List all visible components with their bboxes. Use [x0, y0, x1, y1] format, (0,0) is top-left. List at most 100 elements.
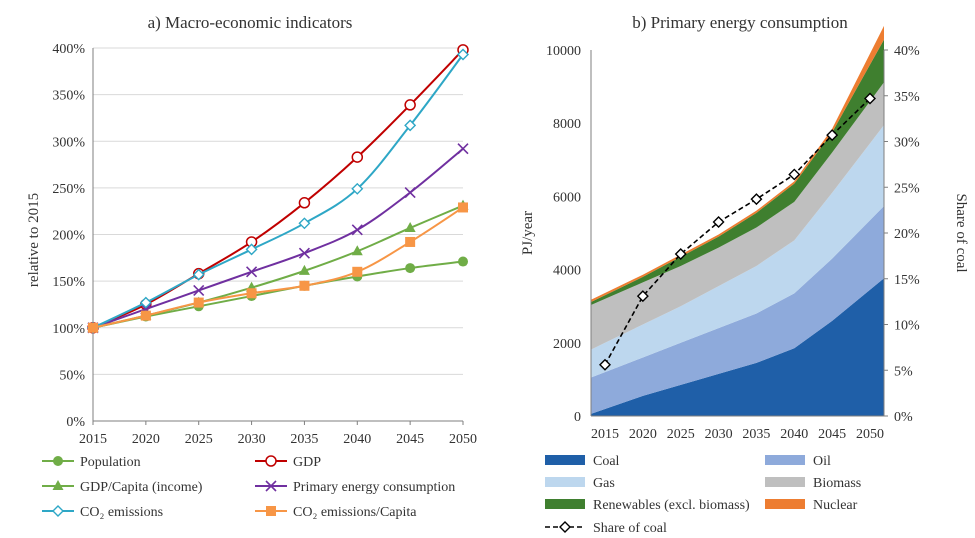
data-point [139, 296, 152, 309]
legend-item: GDP/Capita (income) [42, 480, 203, 495]
x-tick-label: 2030 [238, 432, 266, 447]
x-tick-label: 2040 [343, 432, 371, 447]
data-point [351, 182, 364, 195]
data-point [352, 266, 363, 277]
y-tick-label: 150% [52, 275, 85, 290]
x-tick-label: 2045 [818, 427, 846, 442]
legend-item: GDP [255, 455, 321, 470]
legend-label: Oil [813, 454, 831, 469]
data-point [192, 268, 205, 281]
legend-label: Share of coal [593, 521, 667, 536]
legend-label: CO₂ emissions/Capita [293, 505, 417, 520]
grid [93, 47, 463, 375]
x-tick-label: 2015 [79, 432, 107, 447]
series-co-emissions-capita [88, 202, 468, 333]
legend-item: Share of coal [545, 521, 667, 536]
data-point [826, 129, 839, 142]
data-point [193, 284, 205, 297]
y2-axis-label: Share of coal [953, 193, 969, 272]
y-axis-label: relative to 2015 [26, 193, 42, 287]
data-point [298, 217, 311, 230]
legend-label: GDP [293, 455, 321, 470]
series-line [92, 53, 464, 329]
data-point [457, 143, 469, 155]
axes: 0 2000 4000 6000 8000 10000 0% 5% 10% 15% 20% 25% 30… [546, 44, 920, 442]
x-tick-label: 2025 [185, 432, 213, 447]
legend-marker [52, 480, 64, 490]
y-tick-label: 0% [66, 415, 85, 430]
x-tick-label: 2025 [667, 427, 695, 442]
legend-swatch [545, 455, 585, 465]
data-point [750, 193, 763, 206]
x-tick-label: 2020 [629, 427, 657, 442]
legend-item: Primary energy consumption [255, 480, 455, 495]
x-tick-label: 2050 [449, 432, 477, 447]
area-biomass [591, 82, 884, 350]
area-oil [591, 205, 884, 414]
legend-item: CO₂ emissions [42, 505, 163, 520]
legend-label: Gas [593, 476, 615, 491]
legend: Coal Oil Gas Biomass Renewables (excl. bioma… [545, 454, 861, 536]
y-tick-label: 250% [52, 182, 85, 197]
series-primary-energy-consumption [87, 143, 469, 334]
legend-marker [53, 456, 63, 466]
y2-tick-label: 5% [894, 364, 913, 379]
data-point [405, 263, 416, 274]
y2-tick-label: 0% [894, 410, 913, 425]
x-tick-label: 2030 [705, 427, 733, 442]
series-population [88, 256, 468, 333]
data-point [404, 99, 416, 111]
legend-item: Biomass [765, 476, 861, 491]
data-point [298, 197, 311, 209]
data-point [404, 119, 417, 132]
y2-tick-label: 25% [894, 181, 920, 196]
data-point [351, 245, 363, 256]
y-tick-label: 50% [59, 368, 85, 383]
legend-marker [559, 521, 571, 533]
data-point [299, 280, 310, 291]
y-tick-label: 350% [52, 89, 85, 104]
data-point [599, 358, 611, 371]
y-tick-label: 400% [52, 42, 85, 57]
data-point [457, 48, 469, 61]
legend-label: Primary energy consumption [293, 480, 455, 495]
y-axis-label: PJ/year [520, 211, 536, 255]
legend-item: Oil [765, 454, 831, 469]
axes: 0% 50% 100% 150% 200% 250% 300% 350% 400% 2015 202… [52, 42, 477, 447]
legend-marker [265, 480, 277, 492]
area-gas [591, 125, 884, 378]
y-tick-label: 0 [574, 410, 581, 425]
data-point [404, 186, 416, 199]
y2-tick-label: 15% [894, 273, 920, 288]
legend-label: Population [80, 455, 141, 470]
legend-label: CO₂ emissions [80, 505, 163, 520]
y-tick-label: 10000 [546, 44, 581, 59]
legend-marker [266, 506, 276, 516]
x-tick-label: 2015 [591, 427, 619, 442]
x-tick-label: 2045 [396, 432, 424, 447]
data-point [193, 297, 204, 308]
y-tick-label: 200% [52, 229, 85, 244]
y-tick-label: 100% [52, 322, 85, 337]
legend-swatch [545, 499, 585, 509]
data-point [636, 290, 649, 303]
data-point [298, 247, 310, 259]
data-point [245, 243, 258, 256]
y2-tick-label: 35% [894, 90, 920, 105]
legend-swatch [765, 477, 805, 487]
data-point [351, 224, 363, 236]
data-point [712, 216, 725, 229]
data-point [674, 248, 687, 261]
legend-label: GDP/Capita (income) [80, 480, 203, 495]
stacked-areas [591, 25, 884, 416]
legend: Population GDP GDP/Capita (income) Primary … [42, 455, 455, 520]
data-point [88, 322, 98, 333]
y-tick-label: 8000 [553, 117, 581, 132]
y2-tick-label: 30% [894, 136, 920, 151]
data-point [246, 266, 258, 278]
x-tick-label: 2020 [132, 432, 160, 447]
y2-tick-label: 20% [894, 227, 920, 242]
data-point [140, 310, 151, 321]
energy-consumption-chart: b) Primary energy consumption PJ/year Sh… [520, 13, 969, 536]
x-tick-label: 2035 [742, 427, 770, 442]
